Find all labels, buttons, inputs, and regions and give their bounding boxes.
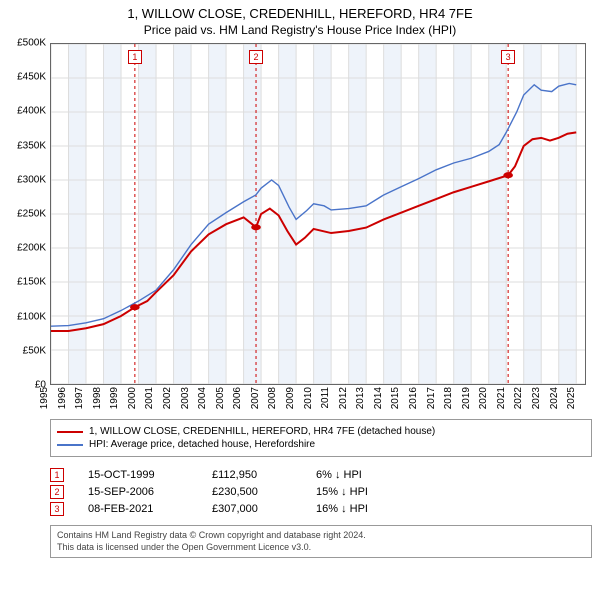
x-tick-label: 2016 [408, 365, 419, 387]
sale-price: £307,000 [212, 503, 292, 515]
sale-badge: 3 [50, 502, 64, 516]
y-tick-label: £350K [17, 140, 46, 151]
x-tick-label: 2000 [127, 365, 138, 387]
plot-svg [51, 44, 585, 384]
legend-item: 1, WILLOW CLOSE, CREDENHILL, HEREFORD, H… [57, 426, 585, 437]
x-tick-label: 1999 [109, 365, 120, 387]
x-tick-label: 2009 [285, 365, 296, 387]
x-tick-label: 2012 [338, 365, 349, 387]
x-tick-label: 2011 [320, 365, 331, 387]
sale-diff: 15% ↓ HPI [316, 486, 368, 498]
sale-marker-badge: 2 [249, 50, 263, 64]
y-tick-label: £500K [17, 38, 46, 49]
x-tick-label: 2002 [162, 365, 173, 387]
x-tick-label: 2008 [267, 365, 278, 387]
x-axis: 1995199619971998199920002001200220032004… [50, 385, 586, 413]
x-tick-label: 1997 [74, 365, 85, 387]
x-tick-label: 2005 [215, 365, 226, 387]
sale-date: 15-SEP-2006 [88, 486, 188, 498]
legend-item: HPI: Average price, detached house, Here… [57, 439, 585, 450]
sale-row: 2 15-SEP-2006 £230,500 15% ↓ HPI [50, 485, 592, 499]
x-tick-label: 1998 [92, 365, 103, 387]
x-tick-label: 2018 [443, 365, 454, 387]
y-tick-label: £450K [17, 72, 46, 83]
plot: 1 2 3 [50, 43, 586, 385]
sale-row: 1 15-OCT-1999 £112,950 6% ↓ HPI [50, 468, 592, 482]
x-tick-label: 1995 [39, 365, 50, 387]
footer-line2: This data is licensed under the Open Gov… [57, 542, 585, 554]
x-tick-label: 2022 [513, 365, 524, 387]
x-tick-label: 2013 [355, 365, 366, 387]
y-tick-label: £50K [23, 345, 46, 356]
sale-price: £230,500 [212, 486, 292, 498]
legend-label: 1, WILLOW CLOSE, CREDENHILL, HEREFORD, H… [89, 426, 435, 437]
y-tick-label: £400K [17, 106, 46, 117]
legend-swatch [57, 431, 83, 433]
sale-row: 3 08-FEB-2021 £307,000 16% ↓ HPI [50, 502, 592, 516]
sale-diff: 6% ↓ HPI [316, 469, 362, 481]
sale-date: 08-FEB-2021 [88, 503, 188, 515]
sales-table: 1 15-OCT-1999 £112,950 6% ↓ HPI 2 15-SEP-2006… [50, 465, 592, 519]
x-tick-label: 2006 [232, 365, 243, 387]
x-tick-label: 2025 [566, 365, 577, 387]
x-tick-label: 2015 [390, 365, 401, 387]
sale-marker-badge: 1 [128, 50, 142, 64]
x-tick-label: 2019 [461, 365, 472, 387]
y-tick-label: £250K [17, 209, 46, 220]
y-tick-label: £200K [17, 243, 46, 254]
y-tick-label: £150K [17, 277, 46, 288]
legend-label: HPI: Average price, detached house, Here… [89, 439, 315, 450]
x-tick-label: 2007 [250, 365, 261, 387]
x-tick-label: 2001 [144, 365, 155, 387]
x-tick-label: 2004 [197, 365, 208, 387]
x-tick-label: 2023 [531, 365, 542, 387]
y-axis: £0£50K£100K£150K£200K£250K£300K£350K£400… [8, 43, 50, 385]
x-tick-label: 2021 [496, 365, 507, 387]
sale-badge: 1 [50, 468, 64, 482]
x-tick-label: 2020 [478, 365, 489, 387]
sale-price: £112,950 [212, 469, 292, 481]
sale-badge: 2 [50, 485, 64, 499]
chart-title: 1, WILLOW CLOSE, CREDENHILL, HEREFORD, H… [8, 6, 592, 21]
legend-swatch [57, 444, 83, 446]
x-tick-label: 2014 [373, 365, 384, 387]
footer-attribution: Contains HM Land Registry data © Crown c… [50, 525, 592, 558]
footer-line1: Contains HM Land Registry data © Crown c… [57, 530, 585, 542]
legend: 1, WILLOW CLOSE, CREDENHILL, HEREFORD, H… [50, 419, 592, 457]
x-tick-label: 2003 [179, 365, 190, 387]
chart-area: £0£50K£100K£150K£200K£250K£300K£350K£400… [8, 43, 592, 413]
sale-marker-badge: 3 [501, 50, 515, 64]
sale-date: 15-OCT-1999 [88, 469, 188, 481]
x-tick-label: 2024 [549, 365, 560, 387]
x-tick-label: 1996 [56, 365, 67, 387]
y-tick-label: £300K [17, 174, 46, 185]
x-tick-label: 2017 [425, 365, 436, 387]
chart-subtitle: Price paid vs. HM Land Registry's House … [8, 23, 592, 37]
sale-diff: 16% ↓ HPI [316, 503, 368, 515]
y-tick-label: £100K [17, 311, 46, 322]
x-tick-label: 2010 [302, 365, 313, 387]
